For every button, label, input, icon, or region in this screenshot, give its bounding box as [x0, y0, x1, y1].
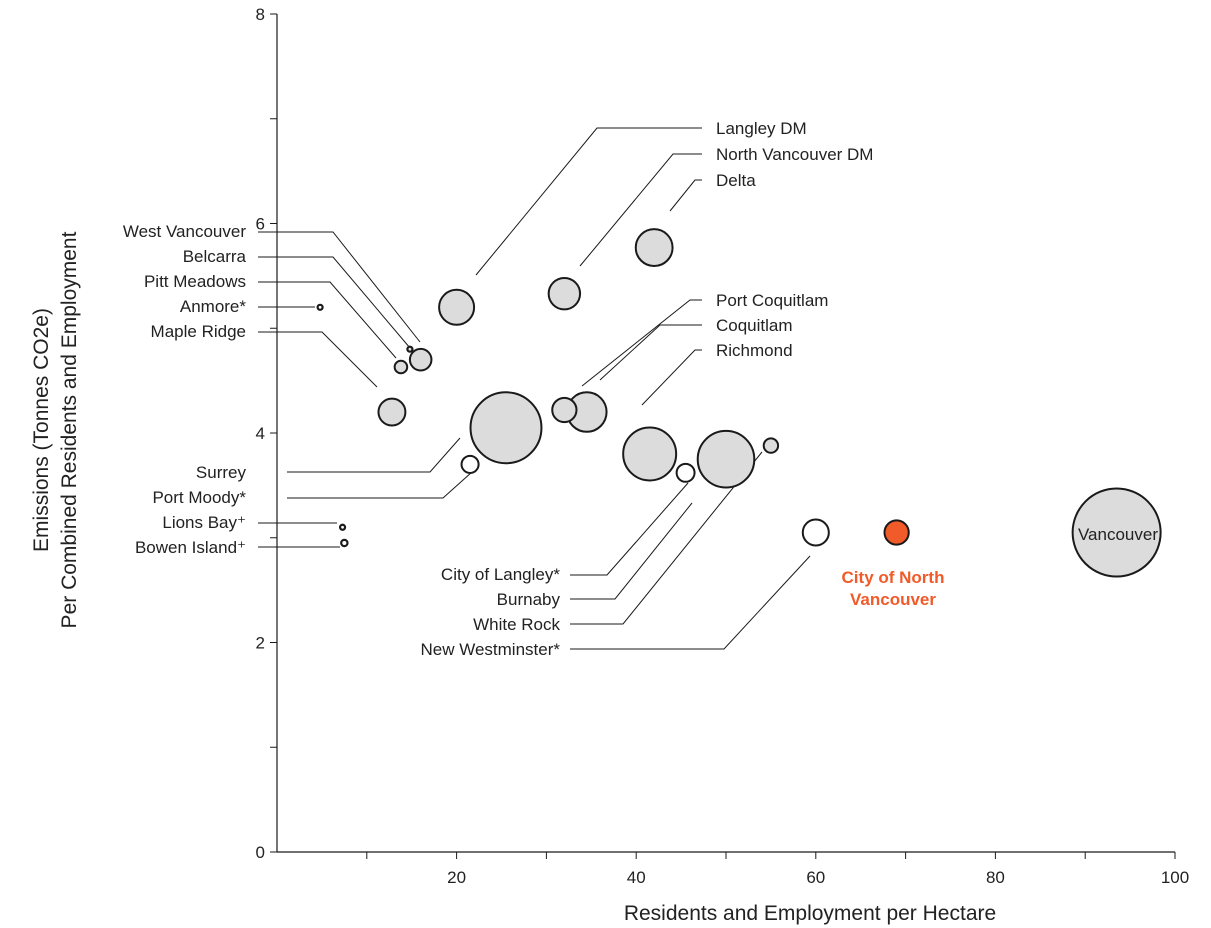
bubble-anmore	[316, 303, 324, 311]
label-port-moody: Port Moody*	[152, 488, 246, 507]
bubble-city-of-langley	[675, 462, 696, 483]
bubble-pitt-meadows	[393, 359, 409, 375]
bubble-maple-ridge	[377, 397, 407, 427]
y-tick-label: 4	[256, 424, 265, 443]
leader-line-west-vancouver	[258, 231, 421, 343]
label-city-of-north-vancouver: City of North Vancouver	[842, 568, 945, 609]
x-axis-title-text: Residents and Employment per Hectare	[623, 902, 997, 925]
y-axis-title: Emissions (Tonnes CO2e) Per Combined Res…	[28, 80, 84, 780]
bubbles	[316, 228, 1162, 578]
leader-line-burnaby	[570, 502, 693, 600]
y-tick-label: 0	[256, 843, 265, 862]
bubble-north-vancouver-dm	[547, 276, 582, 311]
label-burnaby: Burnaby	[497, 590, 561, 609]
leader-line-new-westminster	[570, 555, 811, 650]
label-city-of-langley: City of Langley*	[441, 565, 560, 584]
leader-line-belcarra	[258, 256, 411, 349]
bubble-port-coquitlam	[551, 396, 578, 424]
leader-line-pitt-meadows	[258, 281, 397, 359]
label-delta: Delta	[716, 171, 756, 190]
bubble-vancouver	[1071, 487, 1162, 578]
label-belcarra: Belcarra	[183, 247, 247, 266]
y-axis-title-line1: Emissions (Tonnes CO2e)	[30, 308, 53, 552]
y-axis-title-line2: Per Combined Residents and Employment	[58, 231, 81, 629]
x-axis-title: Residents and Employment per Hectare	[0, 902, 1211, 926]
leader-line-city-of-langley	[570, 482, 689, 576]
bubble-burnaby	[696, 429, 756, 489]
label-langley-dm: Langley DM	[716, 119, 807, 138]
bubble-city-of-north-vancouver	[883, 519, 910, 546]
y-tick-label: 6	[256, 215, 265, 234]
label-new-westminster: New Westminster*	[421, 640, 561, 659]
label-white-rock: White Rock	[473, 615, 560, 634]
leader-line-delta	[669, 179, 702, 212]
label-coquitlam: Coquitlam	[716, 316, 793, 335]
x-tick-label: 20	[447, 868, 466, 887]
label-surrey: Surrey	[196, 463, 247, 482]
leader-line-richmond	[641, 349, 702, 406]
bubble-surrey	[469, 391, 543, 465]
leader-line-coquitlam	[599, 324, 702, 381]
axes: 0 2 4 6 8 20 40 60 80 100	[256, 5, 1190, 887]
label-lions-bay: Lions Bay⁺	[162, 513, 246, 532]
bubble-langley-dm	[438, 288, 476, 326]
x-tick-label: 80	[986, 868, 1005, 887]
bubble-richmond	[622, 426, 678, 482]
leader-line-north-vancouver-dm	[579, 153, 702, 267]
point-labels: Vancouver Surrey Richmond Burnaby Coquitlam P…	[123, 119, 1158, 659]
bubble-lions-bay	[338, 523, 347, 531]
y-tick-label: 2	[256, 634, 265, 653]
bubble-port-moody	[460, 454, 480, 474]
leader-line-langley-dm	[475, 127, 702, 276]
bubble-bowen-island	[340, 538, 349, 548]
bubble-delta	[634, 228, 674, 268]
label-pitt-meadows: Pitt Meadows	[144, 272, 246, 291]
leader-line-maple-ridge	[258, 331, 378, 388]
leader-line-white-rock	[570, 451, 763, 625]
label-anmore: Anmore*	[180, 297, 247, 316]
bubble-belcarra	[406, 345, 414, 353]
label-maple-ridge: Maple Ridge	[151, 322, 246, 341]
x-tick-label: 60	[806, 868, 825, 887]
bubble-white-rock	[762, 437, 780, 454]
leader-lines	[258, 127, 811, 650]
label-port-coquitlam: Port Coquitlam	[716, 291, 828, 310]
x-tick-label: 40	[627, 868, 646, 887]
x-tick-label: 100	[1161, 868, 1189, 887]
leader-line-surrey	[287, 437, 461, 473]
leader-line-port-moody	[287, 471, 473, 499]
label-bowen-island: Bowen Island⁺	[135, 538, 246, 557]
label-north-vancouver-dm: North Vancouver DM	[716, 145, 873, 164]
bubble-new-westminster	[801, 518, 830, 547]
label-west-vancouver: West Vancouver	[123, 222, 246, 241]
leader-line-port-coquitlam	[581, 299, 702, 387]
label-vancouver: Vancouver	[1078, 525, 1158, 544]
bubble-west-vancouver	[408, 347, 433, 372]
label-richmond: Richmond	[716, 341, 793, 360]
y-tick-label: 8	[256, 5, 265, 24]
